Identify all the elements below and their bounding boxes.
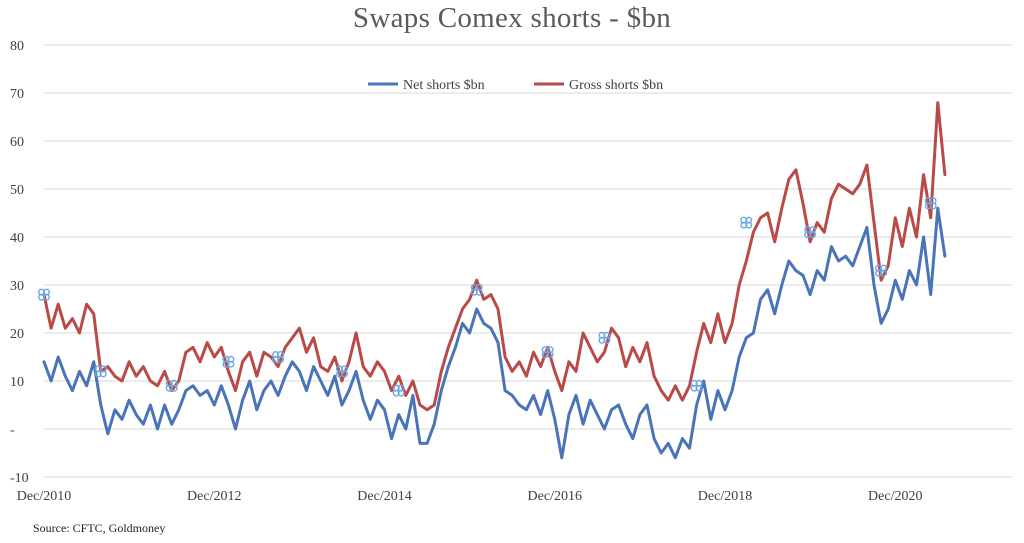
x-tick-label: Dec/2012 (187, 489, 241, 504)
x-tick-label: Dec/2014 (357, 489, 411, 504)
highlight-marker (598, 331, 611, 344)
y-tick-label: 50 (10, 183, 24, 198)
chart-title: Swaps Comex shorts - $bn (352, 2, 672, 34)
series-line-gross-shorts (42, 101, 947, 412)
y-tick-label: -10 (10, 471, 29, 486)
y-tick-label: 30 (10, 279, 24, 294)
y-tick-label: 80 (10, 39, 24, 54)
x-tick-label: Dec/2020 (868, 489, 922, 504)
highlight-marker (335, 365, 348, 378)
highlight-marker (470, 283, 483, 296)
series-lines (42, 101, 947, 460)
highlight-marker (272, 351, 285, 364)
highlight-marker (165, 379, 178, 392)
x-tick-label: Dec/2016 (528, 489, 582, 504)
y-tick-label: 70 (10, 87, 24, 102)
legend-label-gross-shorts: Gross shorts $bn (569, 78, 663, 93)
gridlines (44, 44, 1012, 478)
highlight-marker (875, 264, 888, 277)
highlight-marker (804, 226, 817, 239)
x-tick-label: Dec/2010 (17, 489, 71, 504)
highlight-marker (541, 346, 554, 359)
highlight-marker (38, 288, 51, 301)
highlight-marker (924, 197, 937, 210)
highlight-marker (690, 379, 703, 392)
y-tick-label: 60 (10, 135, 24, 150)
x-axis-labels: Dec/2010 Dec/2012 Dec/2014 Dec/2016 Dec/2018… (17, 489, 923, 504)
highlight-marker (740, 216, 753, 229)
series-line-net-shorts (42, 206, 947, 460)
y-tick-label: 10 (10, 375, 24, 390)
highlight-marker (392, 384, 405, 397)
y-tick-label: - (10, 423, 15, 438)
legend-label-net-shorts: Net shorts $bn (403, 78, 485, 93)
x-tick-label: Dec/2018 (698, 489, 752, 504)
highlight-marker (94, 365, 107, 378)
legend: Net shorts $bn Gross shorts $bn (368, 78, 663, 93)
highlight-marker (222, 355, 235, 368)
highlight-markers (38, 197, 937, 397)
y-tick-label: 40 (10, 231, 24, 246)
y-tick-label: 20 (10, 327, 24, 342)
source-note: Source: CFTC, Goldmoney (33, 521, 166, 535)
